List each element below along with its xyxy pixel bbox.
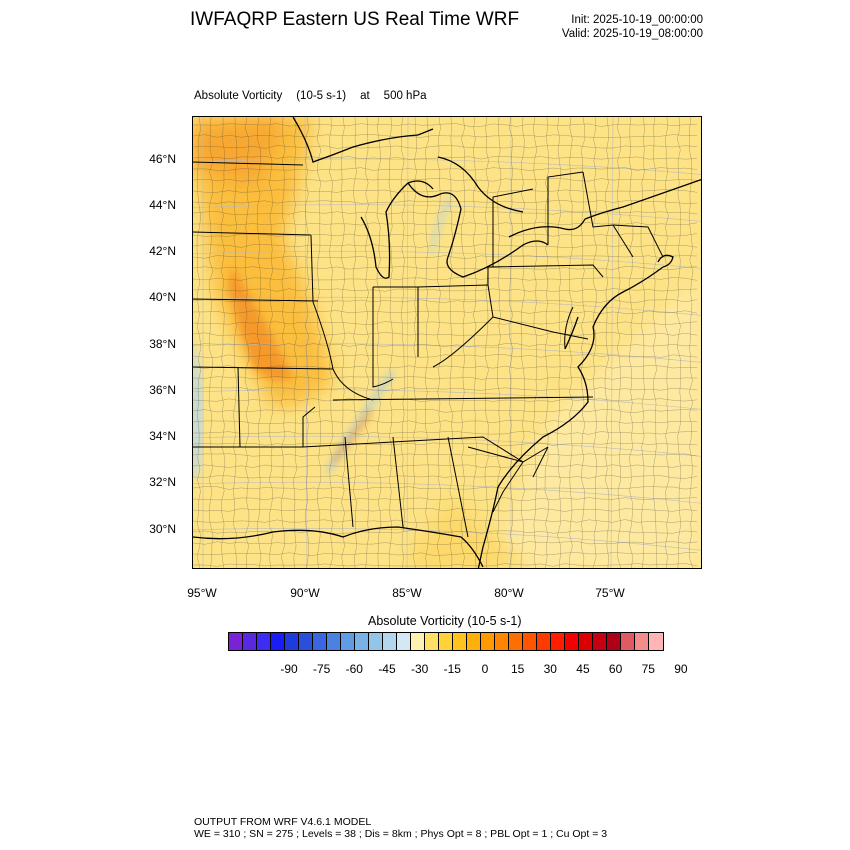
colorbar-swatch bbox=[411, 633, 425, 650]
colorbar-swatch bbox=[635, 633, 649, 650]
colorbar-swatch bbox=[649, 633, 663, 650]
lon-label-95: 95°W bbox=[187, 586, 217, 600]
colorbar-tick-label: 75 bbox=[641, 662, 655, 676]
colorbar-swatch bbox=[481, 633, 495, 650]
colorbar-swatch bbox=[299, 633, 313, 650]
vorticity-band-west bbox=[193, 117, 333, 407]
positive-vorticity-streak bbox=[331, 411, 373, 463]
field-name: Absolute Vorticity bbox=[194, 90, 283, 102]
init-time: Init: 2025-10-19_00:00:00 bbox=[571, 14, 703, 26]
colorbar-tick-label: -60 bbox=[345, 662, 363, 676]
colorbar-swatch bbox=[313, 633, 327, 650]
colorbar-swatch bbox=[271, 633, 285, 650]
colorbar-swatch bbox=[467, 633, 481, 650]
colorbar-swatch bbox=[439, 633, 453, 650]
colorbar-swatch bbox=[509, 633, 523, 650]
colorbar-tick-label: -90 bbox=[280, 662, 298, 676]
colorbar-swatch bbox=[453, 633, 467, 650]
chesapeake-bay bbox=[564, 316, 579, 350]
lat-label-34: 34°N bbox=[149, 429, 176, 443]
michigan-thumb bbox=[407, 182, 464, 278]
colorbar-swatch bbox=[327, 633, 341, 650]
valid-time: Valid: 2025-10-19_08:00:00 bbox=[561, 28, 703, 40]
lat-label-40: 40°N bbox=[149, 290, 176, 304]
colorbar-swatch bbox=[257, 633, 271, 650]
colorbar-swatch bbox=[397, 633, 411, 650]
colorbar bbox=[228, 632, 664, 651]
model-config: WE = 310 ; SN = 275 ; Levels = 38 ; Dis … bbox=[194, 828, 608, 840]
colorbar-swatch bbox=[565, 633, 579, 650]
lat-label-46: 46°N bbox=[149, 152, 176, 166]
lon-label-90: 90°W bbox=[290, 586, 320, 600]
colorbar-tick-label: -30 bbox=[410, 662, 429, 676]
run-times: Init: 2025-10-19_00:00:00 Valid: 2025-10… bbox=[545, 13, 703, 41]
colorbar-swatch bbox=[579, 633, 593, 650]
colorbar-tick-label: 45 bbox=[576, 662, 590, 676]
gulf-coast bbox=[193, 526, 484, 568]
model-version: OUTPUT FROM WRF V4.6.1 MODEL bbox=[194, 816, 372, 828]
colorbar-swatch bbox=[369, 633, 383, 650]
colorbar-swatch bbox=[495, 633, 509, 650]
lon-label-85: 85°W bbox=[392, 586, 422, 600]
colorbar-tick-label: -45 bbox=[378, 662, 396, 676]
colorbar-swatch bbox=[383, 633, 397, 650]
st-lawrence bbox=[584, 179, 701, 220]
lat-label-44: 44°N bbox=[149, 198, 176, 212]
colorbar-swatch bbox=[341, 633, 355, 650]
colorbar-tick-label: 60 bbox=[608, 662, 623, 676]
colorbar-swatch bbox=[593, 633, 607, 650]
county-lines bbox=[193, 117, 698, 568]
colorbar-tick-label: 90 bbox=[674, 662, 688, 676]
colorbar-swatch bbox=[607, 633, 621, 650]
state-lines bbox=[193, 161, 664, 538]
field-label: Absolute Vorticity (10-5 s-1) at 500 hPa bbox=[194, 90, 441, 102]
vorticity-map bbox=[192, 116, 702, 569]
cape-cod bbox=[657, 254, 674, 268]
lat-label-36: 36°N bbox=[149, 383, 176, 397]
colorbar-tick-label: 15 bbox=[510, 662, 525, 676]
field-at: at bbox=[360, 90, 370, 102]
colorbar-swatch bbox=[285, 633, 299, 650]
colorbar-tick-label: -15 bbox=[443, 662, 461, 676]
negative-vorticity-michigan bbox=[429, 196, 453, 253]
colorbar-tick-label: 30 bbox=[543, 662, 557, 676]
colorbar-swatch bbox=[537, 633, 551, 650]
atlantic-shading bbox=[493, 278, 701, 568]
map-svg bbox=[193, 117, 701, 568]
colorbar-swatch bbox=[621, 633, 635, 650]
lat-label-30: 30°N bbox=[149, 522, 176, 536]
lake-michigan-shore bbox=[360, 180, 434, 279]
colorbar-swatch bbox=[229, 633, 243, 650]
lake-ontario-shore bbox=[508, 218, 586, 238]
field-units: (10-5 s-1) bbox=[296, 90, 347, 102]
georgian-bay bbox=[437, 156, 524, 213]
lake-erie-shore bbox=[462, 240, 549, 278]
lat-label-38: 38°N bbox=[149, 337, 176, 351]
lat-label-42: 42°N bbox=[149, 244, 176, 258]
atlantic-coast bbox=[477, 266, 664, 568]
page-title: IWFAQRP Eastern US Real Time WRF bbox=[190, 9, 520, 30]
negative-vorticity-southwest bbox=[193, 337, 202, 477]
field-level: 500 hPa bbox=[383, 90, 427, 102]
colorbar-swatch bbox=[551, 633, 565, 650]
vorticity-max-west bbox=[228, 267, 293, 381]
colorbar-tick-label: 0 bbox=[481, 662, 489, 676]
colorbar-tick-label: -75 bbox=[312, 662, 331, 676]
lon-label-80: 80°W bbox=[494, 586, 524, 600]
colorbar-title: Absolute Vorticity (10-5 s-1) bbox=[368, 614, 522, 628]
colorbar-swatch bbox=[355, 633, 369, 650]
colorbar-swatch bbox=[243, 633, 257, 650]
colorbar-swatch bbox=[523, 633, 537, 650]
lon-label-75: 75°W bbox=[595, 586, 625, 600]
colorbar-swatch bbox=[425, 633, 439, 650]
lat-label-32: 32°N bbox=[149, 475, 176, 489]
lake-superior-south-shore bbox=[292, 117, 434, 163]
coastlines bbox=[193, 117, 701, 568]
model-info-footer: OUTPUT FROM WRF V4.6.1 MODEL WE = 310 ; … bbox=[194, 816, 607, 840]
